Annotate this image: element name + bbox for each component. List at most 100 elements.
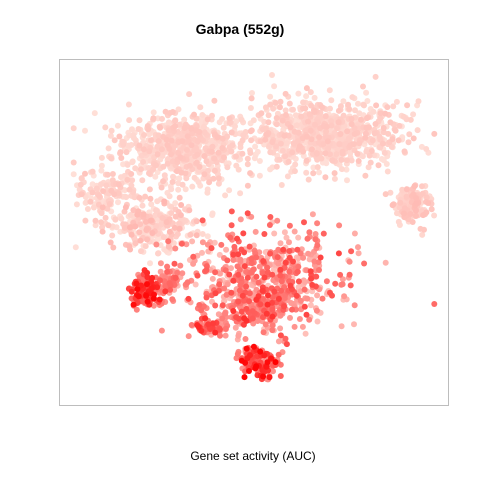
data-point (186, 91, 193, 98)
data-point (413, 207, 419, 214)
data-point (139, 202, 146, 209)
data-point (281, 132, 288, 139)
data-point (284, 173, 291, 180)
data-point (285, 158, 292, 165)
data-point (295, 234, 302, 241)
data-point (160, 178, 167, 185)
data-point (232, 123, 238, 130)
data-point (314, 220, 321, 227)
data-point (405, 139, 412, 146)
data-point (421, 226, 427, 233)
data-point (252, 143, 259, 150)
data-point (269, 294, 276, 300)
data-point (394, 210, 400, 217)
data-point (241, 315, 248, 322)
data-point (222, 310, 229, 317)
data-point (246, 298, 252, 305)
data-point (307, 89, 314, 96)
data-point (82, 170, 88, 177)
data-point (256, 263, 263, 270)
data-point (262, 104, 269, 111)
data-point (172, 245, 179, 252)
data-point (323, 123, 330, 130)
data-point (249, 315, 256, 322)
data-point (269, 306, 276, 313)
data-point (407, 116, 414, 123)
data-point (209, 112, 215, 119)
data-point (316, 134, 323, 141)
data-point (299, 323, 306, 330)
data-point (152, 162, 159, 169)
data-point (362, 172, 369, 179)
data-point (165, 243, 172, 250)
data-point (377, 110, 384, 117)
data-point (188, 125, 195, 132)
data-point (128, 231, 135, 238)
data-point (260, 296, 267, 302)
data-point (289, 306, 295, 313)
data-point (91, 110, 98, 117)
data-point (204, 233, 211, 240)
data-point (224, 281, 231, 288)
data-point (167, 286, 174, 293)
data-point (359, 153, 366, 160)
data-point (318, 155, 325, 162)
data-point (431, 212, 438, 219)
data-point (375, 162, 382, 169)
data-point (307, 127, 314, 134)
data-point (306, 229, 313, 236)
data-point (388, 143, 395, 150)
data-point (220, 124, 227, 131)
data-point (215, 149, 222, 156)
data-point (111, 137, 118, 144)
data-point (246, 290, 253, 297)
data-point (194, 272, 201, 279)
data-point (348, 121, 355, 128)
data-point (267, 93, 274, 100)
data-point (314, 292, 321, 299)
data-point (273, 163, 280, 170)
data-point (222, 267, 229, 274)
data-point (304, 295, 311, 302)
data-point (172, 213, 179, 220)
data-point (157, 124, 164, 131)
data-point (130, 207, 137, 214)
data-point (310, 170, 317, 177)
data-point (338, 156, 345, 163)
data-point (365, 164, 372, 171)
data-point (240, 230, 247, 237)
data-point (228, 129, 235, 136)
data-point (312, 236, 319, 243)
data-point (413, 200, 420, 207)
data-point (240, 132, 247, 139)
data-point (269, 72, 275, 78)
data-point (219, 116, 226, 122)
data-point (270, 266, 277, 273)
data-point (361, 260, 368, 267)
data-point (164, 142, 171, 149)
data-point (335, 107, 342, 114)
data-point (261, 231, 268, 237)
data-point (226, 115, 233, 122)
data-point (328, 122, 335, 129)
data-point (403, 186, 410, 193)
data-point (340, 98, 347, 105)
data-point (279, 117, 286, 124)
data-point (301, 303, 308, 310)
data-point (264, 264, 271, 271)
data-point (304, 235, 311, 242)
data-point (209, 143, 216, 150)
data-point (194, 151, 201, 158)
data-point (205, 321, 212, 328)
data-point (136, 229, 143, 236)
data-point (328, 118, 335, 125)
data-point (413, 195, 419, 201)
data-point (217, 326, 223, 333)
data-point (278, 287, 285, 294)
data-point (201, 153, 208, 159)
data-point (178, 240, 185, 247)
data-point (215, 180, 222, 187)
data-point (292, 161, 299, 168)
data-point (401, 148, 408, 155)
data-point (287, 124, 294, 131)
